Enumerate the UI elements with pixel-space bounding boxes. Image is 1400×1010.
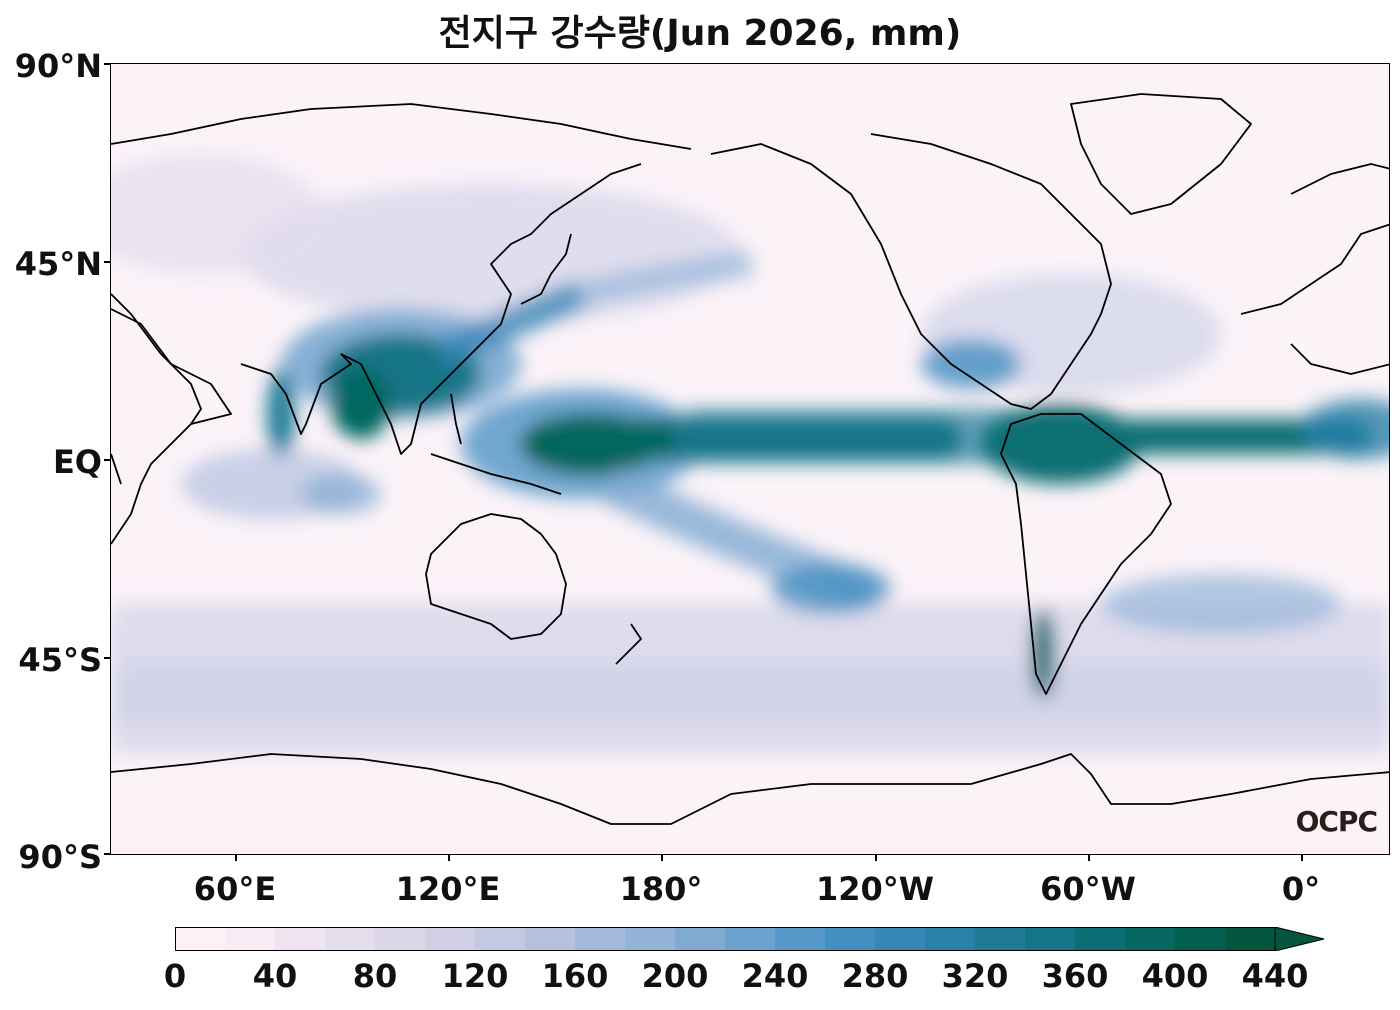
lon-label-120e: 120°E — [395, 870, 501, 908]
colorbar-tick-label: 320 — [941, 957, 1009, 995]
europe-coastline — [1240, 223, 1389, 375]
itcz-pacific — [671, 409, 1051, 464]
colorbar-segment — [425, 927, 476, 951]
india-coastline — [240, 353, 352, 435]
lon-tick — [875, 855, 877, 861]
lat-tick — [104, 63, 110, 65]
map-title: 전지구 강수량(Jun 2026, mm) — [438, 13, 962, 54]
lon-label-60w: 60°W — [1040, 870, 1136, 908]
north-america-coastline — [710, 133, 1112, 410]
japan-coastline — [520, 233, 572, 305]
precipitation-field — [111, 154, 1389, 754]
colorbar-tick-label: 200 — [641, 957, 709, 995]
bay-of-bengal-core — [331, 369, 391, 439]
colorbar-segment — [825, 927, 876, 951]
colorbar-segment — [1175, 927, 1226, 951]
colorbar — [175, 927, 1325, 951]
colorbar-segment — [525, 927, 576, 951]
colorbar-segment — [1125, 927, 1176, 951]
colorbar-outline — [175, 927, 1276, 951]
lon-tick — [1088, 855, 1090, 861]
lat-label-90s: 90°S — [18, 838, 102, 876]
lon-label-0: 0° — [1281, 870, 1321, 908]
maritime-continent-coastline — [430, 393, 562, 495]
lat-label-45n: 45°N — [14, 245, 102, 283]
australia-coastline — [425, 513, 567, 640]
colorbar-tick-label: 80 — [352, 957, 398, 995]
colorbar-segment — [325, 927, 376, 951]
amazon-core — [981, 404, 1141, 484]
colorbar-segment — [875, 927, 926, 951]
colorbar-tick-label: 240 — [741, 957, 809, 995]
colorbar-segment — [375, 927, 426, 951]
colorbar-segment — [475, 927, 526, 951]
south-atlantic-band — [1101, 574, 1341, 634]
colorbar-segment — [175, 927, 226, 951]
east-asia-coastline — [340, 163, 642, 455]
greenland-coastline — [1070, 93, 1252, 215]
scandinavia-coastline — [1290, 163, 1389, 195]
colorbar-tick-label: 400 — [1141, 957, 1209, 995]
colorbar-segment — [1075, 927, 1126, 951]
coastlines — [111, 93, 1389, 825]
south-america-coastline — [1000, 413, 1172, 695]
colorbar-segment — [1225, 927, 1276, 951]
colorbar-extend-arrow — [1274, 927, 1325, 951]
map-canvas — [111, 64, 1389, 854]
colorbar-segment — [925, 927, 976, 951]
western-ghats — [267, 369, 295, 459]
lat-tick — [104, 853, 110, 855]
precipitation-map: OCPC — [110, 63, 1390, 855]
colorbar-tick-label: 40 — [252, 957, 298, 995]
colorbar-tick-label: 280 — [841, 957, 909, 995]
ocpc-watermark-logo: OCPC — [1295, 805, 1378, 838]
west-africa-monsoon — [1301, 399, 1389, 459]
lon-tick — [235, 855, 237, 861]
lat-tick — [104, 657, 110, 659]
antarctica-coastline — [111, 753, 1389, 825]
colorbar-segment — [725, 927, 776, 951]
colorbar-segment — [775, 927, 826, 951]
siberia-coastline — [111, 103, 692, 150]
north-pacific-band — [578, 251, 753, 307]
lon-label-120w: 120°W — [815, 870, 935, 908]
colorbar-segment — [1025, 927, 1076, 951]
colorbar-segment — [275, 927, 326, 951]
colorbar-tick-label: 0 — [163, 957, 187, 995]
colorbar-segment — [975, 927, 1026, 951]
lon-tick — [661, 855, 663, 861]
lat-label-eq: EQ — [52, 443, 102, 481]
lon-label-60e: 60°E — [193, 870, 277, 908]
lat-label-90n: 90°N — [14, 47, 102, 85]
new-zealand-coastline — [615, 623, 642, 665]
meiyu-front — [434, 280, 587, 368]
lat-tick — [104, 261, 110, 263]
colorbar-segment — [575, 927, 626, 951]
colorbar-tick-label: 360 — [1041, 957, 1109, 995]
arabia-coastline — [111, 308, 232, 425]
southern-storm-track-core — [111, 664, 1389, 724]
colorbar-segment — [625, 927, 676, 951]
lat-tick — [104, 459, 110, 461]
lon-label-180: 180° — [619, 870, 703, 908]
colorbar-segment — [225, 927, 276, 951]
lon-tick — [448, 855, 450, 861]
lon-tick — [1301, 855, 1303, 861]
colorbar-tick-label: 160 — [541, 957, 609, 995]
colorbar-tick-label: 440 — [1241, 957, 1309, 995]
colorbar-tick-label: 120 — [441, 957, 509, 995]
spcz-core — [771, 564, 891, 614]
sumatra-band — [301, 474, 381, 514]
colorbar-segment — [675, 927, 726, 951]
central-america — [921, 339, 1021, 389]
lat-label-45s: 45°S — [18, 641, 102, 679]
eurasian-band — [111, 154, 321, 274]
